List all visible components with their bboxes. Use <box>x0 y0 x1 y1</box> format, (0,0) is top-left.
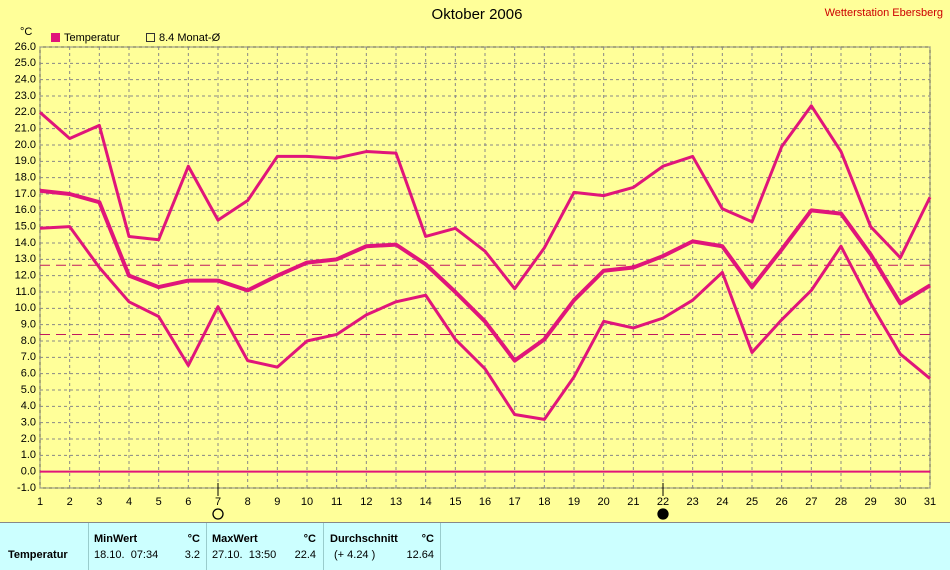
y-tick-label: 20.0 <box>15 139 36 151</box>
legend-label: Temperatur <box>64 32 120 44</box>
table-divider <box>323 523 324 570</box>
table-cell: Temperatur <box>8 549 68 561</box>
legend-swatch <box>51 33 60 42</box>
y-tick-label: 16.0 <box>15 204 36 216</box>
x-tick-label: 8 <box>245 496 251 508</box>
y-tick-label: -1.0 <box>17 482 36 494</box>
y-tick-label: 12.0 <box>15 270 36 282</box>
table-divider <box>440 523 441 570</box>
y-tick-label: 1.0 <box>21 449 36 461</box>
table-cell: MinWert <box>94 533 138 545</box>
moon-phase <box>657 508 669 520</box>
x-tick-label: 30 <box>894 496 906 508</box>
table-cell: 18.10. 07:34 <box>94 549 159 561</box>
min-line <box>39 225 931 421</box>
y-tick-label: 8.0 <box>21 335 36 347</box>
x-tick-label: 10 <box>301 496 313 508</box>
y-tick-label: 19.0 <box>15 155 36 167</box>
x-tick-label: 24 <box>716 496 728 508</box>
legend-label: 8.4 Monat-Ø <box>159 32 221 44</box>
x-tick-label: 31 <box>924 496 936 508</box>
x-tick-label: 28 <box>835 496 847 508</box>
y-tick-label: 3.0 <box>21 417 36 429</box>
x-tick-label: 19 <box>568 496 580 508</box>
x-tick-label: 4 <box>126 496 132 508</box>
y-tick-label: 10.0 <box>15 302 36 314</box>
y-tick-label: 7.0 <box>21 351 36 363</box>
table-cell: (+ 4.24 ) <box>334 549 376 561</box>
table-cell: 12.64 <box>406 549 434 561</box>
table-divider <box>88 523 89 570</box>
y-tick-label: 15.0 <box>15 221 36 233</box>
mean-line <box>39 188 932 363</box>
y-tick-label: 4.0 <box>21 400 36 412</box>
table-divider <box>206 523 207 570</box>
chart-title: Oktober 2006 <box>432 6 523 23</box>
x-tick-label: 9 <box>274 496 280 508</box>
x-tick-label: 20 <box>598 496 610 508</box>
y-tick-label: 17.0 <box>15 188 36 200</box>
x-tick-label: 25 <box>746 496 758 508</box>
y-tick-label: 9.0 <box>21 319 36 331</box>
y-tick-label: 22.0 <box>15 106 36 118</box>
x-tick-label: 11 <box>331 496 342 508</box>
table-cell: °C <box>187 533 200 545</box>
table-cell: MaxWert <box>212 533 258 545</box>
x-tick-label: 22 <box>657 496 669 508</box>
y-tick-label: 5.0 <box>21 384 36 396</box>
table-cell: 3.2 <box>184 549 200 561</box>
x-tick-label: 15 <box>449 496 461 508</box>
x-tick-label: 27 <box>805 496 817 508</box>
y-tick-label: 24.0 <box>15 74 36 86</box>
y-unit: °C <box>20 26 32 38</box>
x-tick-label: 23 <box>687 496 699 508</box>
x-tick-label: 7 <box>215 496 221 508</box>
x-tick-label: 14 <box>420 496 432 508</box>
y-tick-label: 14.0 <box>15 237 36 249</box>
x-tick-label: 12 <box>360 496 372 508</box>
y-tick-label: 2.0 <box>21 433 36 445</box>
stats-table: MinWert °C MaxWert °C Durchschnitt °C Temperat… <box>0 522 950 570</box>
x-tick-label: 5 <box>156 496 162 508</box>
table-cell: °C <box>303 533 316 545</box>
table-cell: Durchschnitt <box>330 533 398 545</box>
x-tick-label: 6 <box>185 496 191 508</box>
table-cell: °C <box>421 533 434 545</box>
y-tick-label: 21.0 <box>15 123 36 135</box>
y-tick-label: 6.0 <box>21 368 36 380</box>
y-tick-label: 11.0 <box>15 286 36 298</box>
chart: Oktober 2006 Wetterstation Ebersberg °C … <box>15 6 943 520</box>
y-tick-label: 0.0 <box>21 466 36 478</box>
x-tick-label: 26 <box>776 496 788 508</box>
table-cell: 27.10. 13:50 <box>212 549 277 561</box>
moon-phase <box>212 508 224 520</box>
source: Wetterstation Ebersberg <box>825 7 943 19</box>
y-tick-label: 23.0 <box>15 90 36 102</box>
legend-swatch <box>146 33 155 42</box>
x-tick-label: 16 <box>479 496 491 508</box>
max-line <box>39 104 932 291</box>
y-tick-label: 13.0 <box>15 253 36 265</box>
x-tick-label: 2 <box>67 496 73 508</box>
table-cell: 22.4 <box>294 549 316 561</box>
x-tick-label: 18 <box>538 496 550 508</box>
x-tick-label: 1 <box>37 496 43 508</box>
x-tick-label: 17 <box>509 496 521 508</box>
x-tick-label: 13 <box>390 496 402 508</box>
x-tick-label: 21 <box>627 496 639 508</box>
y-tick-label: 18.0 <box>15 172 36 184</box>
x-tick-label: 29 <box>865 496 877 508</box>
y-tick-label: 26.0 <box>15 41 36 53</box>
y-tick-label: 25.0 <box>15 57 36 69</box>
x-tick-label: 3 <box>96 496 102 508</box>
